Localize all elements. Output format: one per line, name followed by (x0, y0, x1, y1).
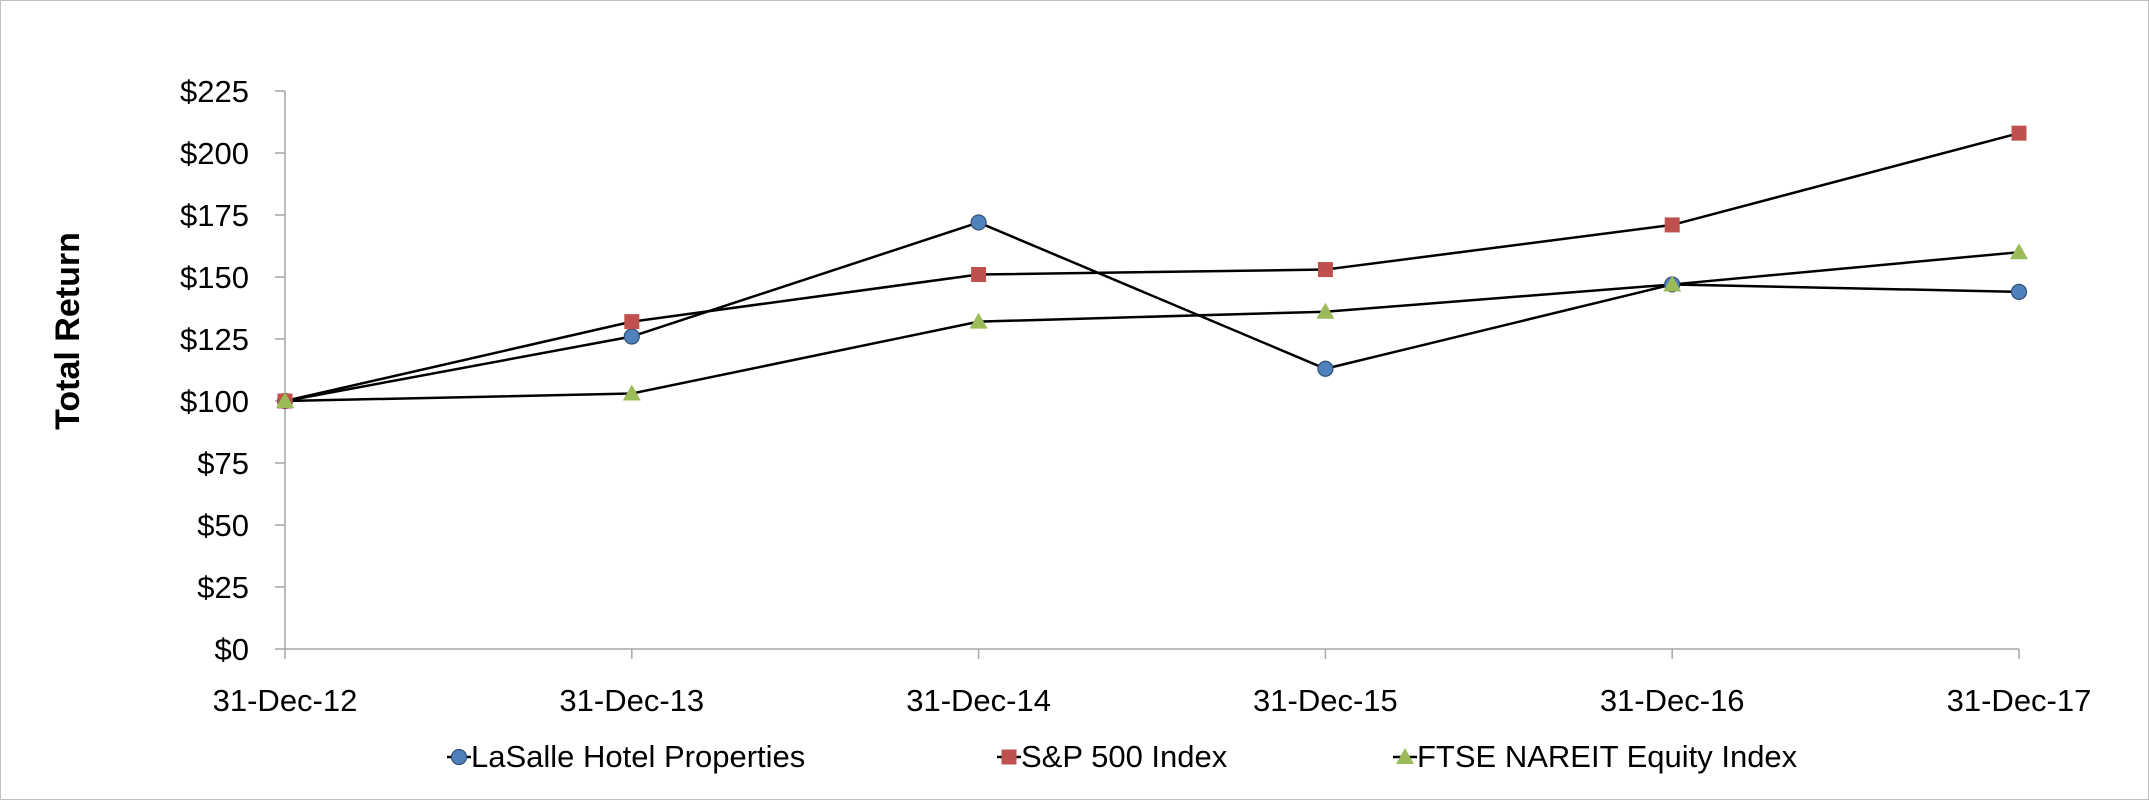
legend-marker-triangle (1396, 748, 1414, 764)
data-point-square (971, 267, 987, 283)
data-point-square (1664, 217, 1680, 233)
legend-marker-circle (450, 748, 468, 766)
y-tick-label: $125 (180, 322, 249, 357)
data-point-square (2011, 125, 2027, 141)
axes: $0 $25 $50 $75 $100 $125 $150 $175 $200 $225 31-De… (180, 74, 2091, 718)
data-point-circle (623, 328, 640, 345)
series-lines (284, 131, 2020, 403)
y-tick-label: $25 (197, 570, 249, 605)
series-line-2 (284, 250, 2020, 403)
data-point-circle (1317, 360, 1334, 377)
y-axis-label-group: Total Return (49, 232, 87, 430)
data-point-circle (2010, 283, 2028, 300)
y-tick-label: $0 (215, 632, 249, 667)
y-tick-label: $100 (180, 384, 249, 419)
y-tick-label: $50 (197, 508, 249, 543)
x-tick-label: 31-Dec-15 (1253, 683, 1398, 718)
series-line-1 (284, 131, 2020, 403)
x-tick-label: 31-Dec-12 (213, 683, 358, 718)
legend: LaSalle Hotel Properties S&P 500 Index FTS… (447, 739, 1798, 774)
data-point-triangle (969, 312, 988, 329)
data-point-triangle (622, 384, 641, 401)
series-line-0 (284, 221, 2020, 403)
data-point-triangle (276, 392, 294, 408)
data-point-triangle (1663, 275, 1682, 292)
x-tick-label: 31-Dec-14 (906, 683, 1051, 718)
y-tick-label: $175 (180, 198, 249, 233)
x-tick-label: 31-Dec-13 (559, 683, 704, 718)
legend-label: S&P 500 Index (1021, 739, 1228, 774)
y-tick-label: $225 (180, 74, 249, 109)
data-point-triangle (2010, 243, 2028, 260)
y-tick-label: $150 (180, 260, 249, 295)
data-point-square (624, 314, 640, 330)
series-markers (276, 125, 2028, 410)
data-point-square (1317, 262, 1333, 278)
y-axis-label: Total Return (49, 232, 87, 430)
x-tick-label: 31-Dec-16 (1600, 683, 1745, 718)
x-tick-label: 31-Dec-17 (1947, 683, 2092, 718)
legend-label: FTSE NAREIT Equity Index (1417, 739, 1798, 774)
data-point-circle (970, 214, 987, 231)
legend-marker-square (1001, 749, 1017, 765)
y-tick-label: $200 (180, 136, 249, 171)
legend-label: LaSalle Hotel Properties (471, 739, 805, 774)
y-tick-label: $75 (197, 446, 249, 481)
data-point-triangle (1316, 302, 1335, 319)
